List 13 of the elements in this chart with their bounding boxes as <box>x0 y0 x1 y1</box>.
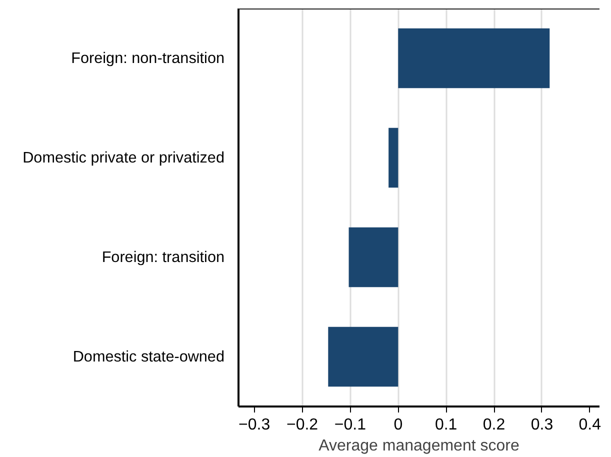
x-tick-label: 0.1 <box>434 416 458 434</box>
y-tick-label: Foreign: non-transition <box>71 50 225 67</box>
y-tick-label: Foreign: transition <box>102 248 225 266</box>
x-tick-label: 0.4 <box>578 416 602 434</box>
x-tick-label: −0.2 <box>286 416 318 434</box>
x-tick-label: −0.3 <box>238 416 270 434</box>
y-tick-label: Domestic state-owned <box>72 348 225 366</box>
x-tick-label: 0.3 <box>530 416 554 434</box>
y-tick-label: Domestic private or privatized <box>22 149 225 166</box>
x-tick-label: 0.2 <box>482 416 506 434</box>
x-axis-title: Average management score <box>318 438 520 454</box>
x-tick-label: 0 <box>394 416 403 434</box>
x-tick-label: −0.1 <box>334 416 366 434</box>
